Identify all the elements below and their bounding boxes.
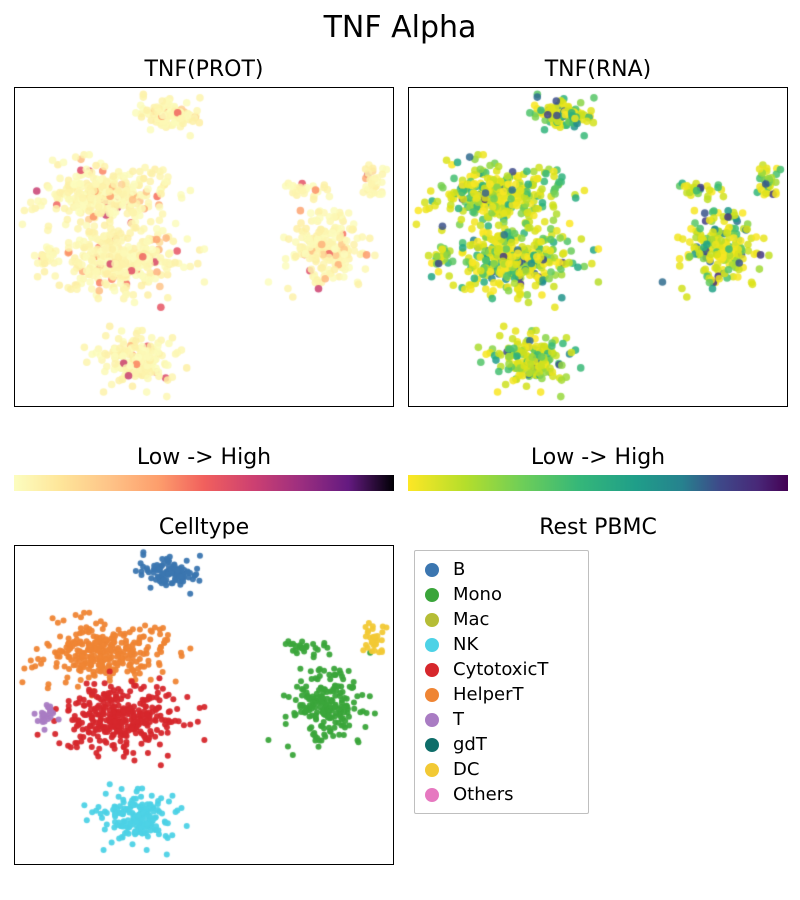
- legend-item-label: B: [453, 559, 465, 580]
- legend-marker-icon: [425, 638, 439, 652]
- colorbar-label-prot: Low -> High: [14, 445, 394, 470]
- legend-item-label: Mac: [453, 609, 489, 630]
- legend-item-label: HelperT: [453, 684, 524, 705]
- legend-marker-icon: [425, 688, 439, 702]
- panel-title-celltype: Celltype: [14, 515, 394, 540]
- scatter-panel-rna: [408, 87, 788, 407]
- figure-title: TNF Alpha: [0, 10, 800, 45]
- legend-item: gdT: [425, 732, 578, 757]
- scatter-panel-prot: [14, 87, 394, 407]
- colorbar-prot: [14, 475, 394, 491]
- panel-title-prot: TNF(PROT): [14, 57, 394, 82]
- legend-marker-icon: [425, 713, 439, 727]
- legend-marker-icon: [425, 613, 439, 627]
- panel-title-rna: TNF(RNA): [408, 57, 788, 82]
- scatter-canvas-celltype: [15, 546, 393, 864]
- legend-marker-icon: [425, 563, 439, 577]
- legend-item-label: Mono: [453, 584, 502, 605]
- legend-item-label: DC: [453, 759, 479, 780]
- legend-item-label: NK: [453, 634, 478, 655]
- legend-marker-icon: [425, 738, 439, 752]
- legend-item: B: [425, 557, 578, 582]
- legend-item-label: gdT: [453, 734, 487, 755]
- scatter-canvas-rna: [409, 88, 787, 406]
- legend-marker-icon: [425, 663, 439, 677]
- legend-item: NK: [425, 632, 578, 657]
- legend-item: Mac: [425, 607, 578, 632]
- legend-box: B Mono Mac NK CytotoxicT HelperT TgdT DC Others: [414, 550, 589, 814]
- scatter-panel-celltype: [14, 545, 394, 865]
- colorbar-label-rna: Low -> High: [408, 445, 788, 470]
- legend-marker-icon: [425, 788, 439, 802]
- colorbar-rna: [408, 475, 788, 491]
- legend-title: Rest PBMC: [408, 515, 788, 540]
- legend-marker-icon: [425, 763, 439, 777]
- legend-item-label: CytotoxicT: [453, 659, 548, 680]
- legend-item: HelperT: [425, 682, 578, 707]
- legend-item: CytotoxicT: [425, 657, 578, 682]
- legend-item: Others: [425, 782, 578, 807]
- figure-root: TNF Alpha TNF(PROT) TNF(RNA) Low -> High…: [0, 0, 800, 900]
- scatter-canvas-prot: [15, 88, 393, 406]
- legend-item: Mono: [425, 582, 578, 607]
- legend-item: DC: [425, 757, 578, 782]
- legend-item-label: T: [453, 709, 464, 730]
- legend-item-label: Others: [453, 784, 514, 805]
- legend-marker-icon: [425, 588, 439, 602]
- legend-item: T: [425, 707, 578, 732]
